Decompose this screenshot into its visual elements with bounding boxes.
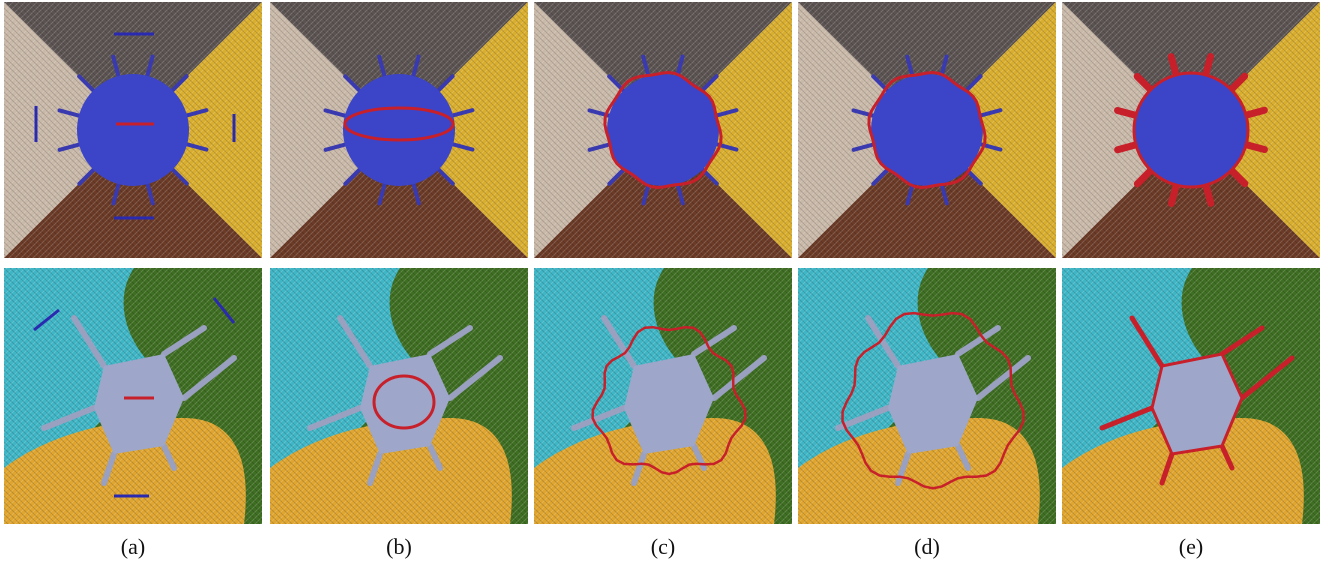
bottom-panel [270, 268, 528, 524]
bottom-panel [798, 268, 1056, 524]
caption: (b) [386, 534, 412, 559]
top-panel [798, 2, 1056, 258]
figure: (a) (b) (c) (d) (e) [0, 0, 1328, 568]
caption: (d) [914, 534, 940, 559]
caption: (c) [651, 534, 675, 559]
disk [77, 74, 189, 186]
caption: (a) [121, 534, 145, 559]
disk [343, 74, 455, 186]
bottom-panel [1062, 268, 1320, 524]
top-panel [270, 2, 528, 258]
top-panel [1062, 2, 1320, 258]
bottom-panel [534, 268, 792, 524]
top-panel [4, 2, 262, 258]
bottom-panel [4, 268, 262, 524]
caption: (e) [1179, 534, 1203, 559]
top-panel [534, 2, 792, 258]
